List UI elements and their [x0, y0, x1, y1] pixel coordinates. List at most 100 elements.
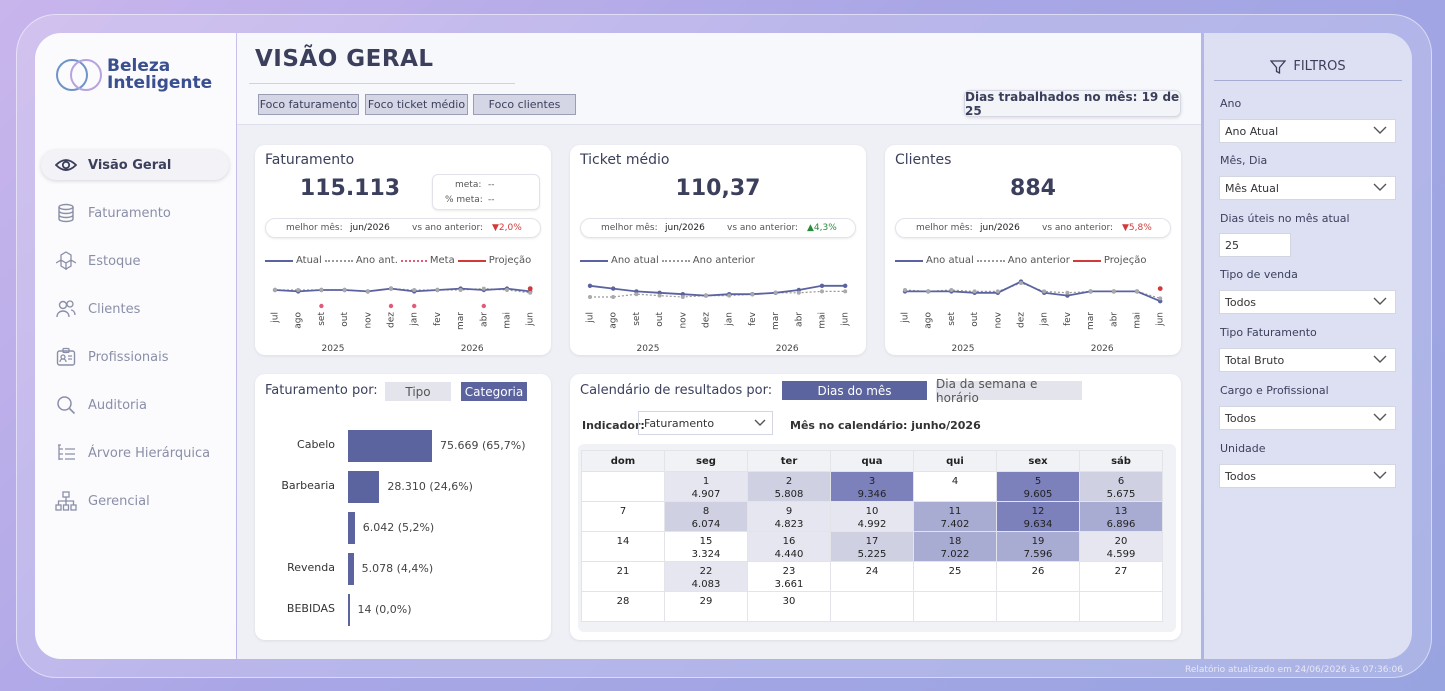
calendar-cell[interactable]: 30	[747, 591, 831, 622]
tab-dias-do-mes[interactable]: Dias do mês	[782, 381, 927, 400]
bar[interactable]	[348, 512, 355, 544]
calendar-cell[interactable]: 21	[581, 561, 665, 592]
focus-faturamento-button[interactable]: Foco faturamento	[258, 94, 359, 115]
month-tick-label: dez	[702, 312, 712, 328]
tab-categoria[interactable]: Categoria	[461, 382, 527, 401]
nav-arvore-hierarquica[interactable]: Árvore Hierárquica	[41, 438, 229, 468]
nav-auditoria[interactable]: Auditoria	[41, 390, 229, 420]
chevron-down-icon	[1373, 126, 1387, 134]
calendar-cell[interactable]: 12 9.634	[996, 501, 1080, 532]
kpi-trend-chart: jul ago set out nov dez jan fev mar abr mai jun 2025…	[901, 279, 1166, 354]
calendar-day-header: dom	[581, 450, 665, 472]
chart-legend: Ano atual Ano anterior Projeção	[895, 255, 1146, 266]
series-point	[750, 292, 755, 297]
calendar-cell[interactable]	[996, 591, 1080, 622]
kpi-comparison-pill: melhor mês: jun/2026 vs ano anterior: ▼2…	[265, 218, 541, 238]
filter-label-mes-dia: Mês, Dia	[1220, 154, 1268, 167]
calendar-day-number: 22	[699, 566, 713, 577]
nav-clientes[interactable]: Clientes	[41, 294, 229, 324]
calendar-day-number: 13	[1114, 506, 1128, 517]
series-point	[972, 289, 977, 294]
tab-dia-semana-horario[interactable]: Dia da semana e horário	[936, 377, 1082, 405]
nav-label: Gerencial	[88, 493, 150, 509]
month-tick-label: out	[655, 312, 665, 327]
calendar-cell[interactable]: 14	[581, 531, 665, 562]
filter-input-dias-uteis[interactable]: 25	[1219, 233, 1291, 257]
month-tick-label: mai	[1133, 312, 1143, 329]
filter-select-ano[interactable]: Ano Atual	[1219, 119, 1396, 143]
series-ano-anterior	[275, 287, 531, 294]
calendar-cell[interactable]: 29	[664, 591, 748, 622]
calendar-day-value: 9.634	[1023, 519, 1053, 530]
calendar-cell[interactable]: 5 9.605	[996, 471, 1080, 502]
bar[interactable]	[348, 430, 432, 462]
calendar-cell[interactable]: 26	[996, 561, 1080, 592]
bar-value-label: 6.042 (5,2%)	[362, 521, 435, 534]
calendar-cell[interactable]	[913, 591, 997, 622]
nav-estoque[interactable]: Estoque	[41, 246, 229, 276]
focus-clientes-button[interactable]: Foco clientes	[473, 94, 576, 115]
nav-profissionais[interactable]: Profissionais	[41, 342, 229, 372]
calendar-cell[interactable]: 8 6.074	[664, 501, 748, 532]
year-tick-label: 2025	[637, 344, 660, 354]
bar[interactable]	[348, 553, 354, 585]
calendar-day-number: 18	[948, 536, 962, 547]
month-tick-label: mar	[1086, 312, 1096, 330]
calendar-cell[interactable]: 9 4.823	[747, 501, 831, 532]
calendar-cell[interactable]: 11 7.402	[913, 501, 997, 532]
filter-select-cargo-profissional[interactable]: Todos	[1219, 406, 1396, 430]
nav-gerencial[interactable]: Gerencial	[41, 486, 229, 516]
series-point	[1088, 289, 1093, 294]
meta-box: meta: -- % meta: --	[432, 174, 540, 210]
calendar-cell[interactable]: 7	[581, 501, 665, 532]
month-tick-label: fev	[433, 311, 443, 326]
calendar-cell[interactable]: 16 4.440	[747, 531, 831, 562]
calendar-cell[interactable]: 25	[913, 561, 997, 592]
legend-ano-atual: Ano atual	[611, 255, 659, 266]
calendar-cell[interactable]: 2 5.808	[747, 471, 831, 502]
calendar-cell[interactable]: 17 5.225	[830, 531, 914, 562]
calendar-cell[interactable]: 10 4.992	[830, 501, 914, 532]
calendar-cell[interactable]: 23 3.661	[747, 561, 831, 592]
calendar-cell[interactable]	[830, 591, 914, 622]
legend-ano-anterior: Ano anterior	[692, 255, 755, 266]
month-tick-label: out	[340, 312, 350, 327]
legend-ano-ant: Ano ant.	[355, 255, 398, 266]
bar[interactable]	[348, 594, 350, 626]
filter-value: Ano Atual	[1225, 124, 1279, 138]
calendar-cell[interactable]	[1079, 591, 1163, 622]
tab-tipo[interactable]: Tipo	[385, 382, 451, 401]
calendar-cell[interactable]: 22 4.083	[664, 561, 748, 592]
calendar-cell[interactable]: 28	[581, 591, 665, 622]
calendar-cell[interactable]: 15 3.324	[664, 531, 748, 562]
filter-select-unidade[interactable]: Todos	[1219, 464, 1396, 488]
kpi-value: 115.113	[299, 176, 401, 201]
calendar-cell[interactable]: 6 5.675	[1079, 471, 1163, 502]
filter-select-tipo-faturamento[interactable]: Total Bruto	[1219, 348, 1396, 372]
indicador-select[interactable]: Faturamento	[638, 411, 773, 435]
calendar-cell[interactable]	[581, 471, 665, 502]
focus-ticket-medio-button[interactable]: Foco ticket médio	[365, 94, 468, 115]
month-tick-label: abr	[1109, 312, 1119, 327]
series-point	[634, 292, 639, 297]
nav-visao-geral[interactable]: Visão Geral	[41, 150, 229, 180]
filter-select-mes-dia[interactable]: Mês Atual	[1219, 176, 1396, 200]
calendar-cell[interactable]: 4	[913, 471, 997, 502]
nav-faturamento[interactable]: Faturamento	[41, 198, 229, 228]
calendar-cell[interactable]: 20 4.599	[1079, 531, 1163, 562]
calendar-cell[interactable]: 18 7.022	[913, 531, 997, 562]
calendar-cell[interactable]: 24	[830, 561, 914, 592]
filter-select-tipo-venda[interactable]: Todos	[1219, 290, 1396, 314]
calendar-cell[interactable]: 13 6.896	[1079, 501, 1163, 532]
calendar-cell[interactable]: 1 4.907	[664, 471, 748, 502]
calendar-cell[interactable]: 3 9.346	[830, 471, 914, 502]
bar[interactable]	[348, 471, 380, 503]
projecao-point	[1157, 286, 1163, 291]
calendario-card: Calendário de resultados por: Dias do mê…	[570, 374, 1181, 640]
series-ano-anterior	[590, 290, 846, 298]
month-tick-label: mar	[456, 312, 466, 330]
series-point	[481, 286, 486, 291]
calendar-day-header: qua	[830, 450, 914, 472]
calendar-cell[interactable]: 27	[1079, 561, 1163, 592]
calendar-cell[interactable]: 19 7.596	[996, 531, 1080, 562]
